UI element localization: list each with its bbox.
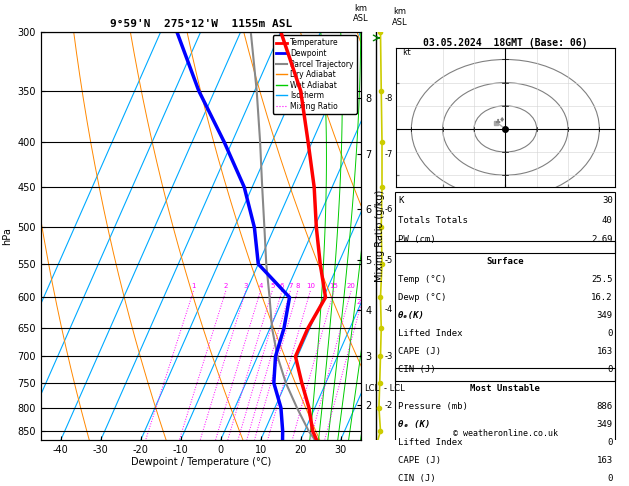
Text: CIN (J): CIN (J) bbox=[398, 364, 436, 374]
Text: 8: 8 bbox=[296, 283, 300, 289]
Text: -4: -4 bbox=[384, 305, 392, 314]
Text: Pressure (mb): Pressure (mb) bbox=[398, 402, 468, 411]
Text: -6: -6 bbox=[384, 205, 392, 214]
Text: 20: 20 bbox=[347, 283, 355, 289]
Legend: Temperature, Dewpoint, Parcel Trajectory, Dry Adiabat, Wet Adiabat, Isotherm, Mi: Temperature, Dewpoint, Parcel Trajectory… bbox=[273, 35, 357, 114]
Text: - LCL: - LCL bbox=[384, 383, 405, 393]
Text: θₑ (K): θₑ (K) bbox=[398, 420, 430, 429]
Text: 16.2: 16.2 bbox=[591, 293, 613, 302]
Text: -7: -7 bbox=[384, 150, 392, 158]
Text: -2: -2 bbox=[384, 401, 392, 410]
Text: Totals Totals: Totals Totals bbox=[398, 216, 468, 225]
Text: 25: 25 bbox=[356, 299, 365, 305]
Text: 5: 5 bbox=[270, 283, 274, 289]
Text: 163: 163 bbox=[596, 456, 613, 465]
Text: 0: 0 bbox=[608, 474, 613, 483]
Text: -8: -8 bbox=[384, 94, 392, 103]
X-axis label: Dewpoint / Temperature (°C): Dewpoint / Temperature (°C) bbox=[131, 457, 271, 468]
Text: Most Unstable: Most Unstable bbox=[470, 384, 540, 393]
Text: Lifted Index: Lifted Index bbox=[398, 329, 462, 338]
Bar bbox=[394, 241, 615, 381]
Text: 2: 2 bbox=[223, 283, 228, 289]
Text: PW (cm): PW (cm) bbox=[398, 235, 436, 244]
Text: Surface: Surface bbox=[487, 257, 524, 266]
Text: 1: 1 bbox=[191, 283, 196, 289]
Text: -3: -3 bbox=[384, 352, 392, 361]
Text: 349: 349 bbox=[596, 311, 613, 320]
Text: 349: 349 bbox=[596, 420, 613, 429]
Text: 886: 886 bbox=[596, 402, 613, 411]
Text: 03.05.2024  18GMT (Base: 06): 03.05.2024 18GMT (Base: 06) bbox=[423, 38, 587, 48]
Text: CAPE (J): CAPE (J) bbox=[398, 347, 441, 356]
Text: 0: 0 bbox=[608, 364, 613, 374]
Text: 0: 0 bbox=[608, 329, 613, 338]
Text: 6: 6 bbox=[280, 283, 284, 289]
Text: Lifted Index: Lifted Index bbox=[398, 438, 462, 447]
Text: 25.5: 25.5 bbox=[591, 275, 613, 284]
Bar bbox=[394, 192, 615, 253]
Text: 4: 4 bbox=[259, 283, 263, 289]
Text: CIN (J): CIN (J) bbox=[398, 474, 436, 483]
Text: 40: 40 bbox=[602, 216, 613, 225]
Text: 3: 3 bbox=[243, 283, 248, 289]
Text: km
ASL: km ASL bbox=[353, 4, 369, 23]
Y-axis label: Mixing Ratio (g/kg): Mixing Ratio (g/kg) bbox=[375, 190, 384, 282]
Text: 30: 30 bbox=[602, 196, 613, 205]
Text: Dewp (°C): Dewp (°C) bbox=[398, 293, 447, 302]
Text: 15: 15 bbox=[330, 283, 338, 289]
Text: km
ASL: km ASL bbox=[392, 7, 407, 27]
Text: LCL: LCL bbox=[364, 383, 379, 393]
Text: θₑ(K): θₑ(K) bbox=[398, 311, 425, 320]
Text: 163: 163 bbox=[596, 347, 613, 356]
Text: Temp (°C): Temp (°C) bbox=[398, 275, 447, 284]
Text: 10: 10 bbox=[306, 283, 314, 289]
Text: -5: -5 bbox=[384, 256, 392, 265]
Title: 9°59'N  275°12'W  1155m ASL: 9°59'N 275°12'W 1155m ASL bbox=[109, 19, 292, 30]
Y-axis label: hPa: hPa bbox=[2, 227, 12, 244]
Text: 2.69: 2.69 bbox=[591, 235, 613, 244]
Bar bbox=[394, 477, 615, 486]
Text: 0: 0 bbox=[608, 438, 613, 447]
Bar bbox=[394, 368, 615, 486]
Text: K: K bbox=[398, 196, 403, 205]
Text: CAPE (J): CAPE (J) bbox=[398, 456, 441, 465]
Text: © weatheronline.co.uk: © weatheronline.co.uk bbox=[453, 429, 558, 438]
Text: 7: 7 bbox=[288, 283, 292, 289]
